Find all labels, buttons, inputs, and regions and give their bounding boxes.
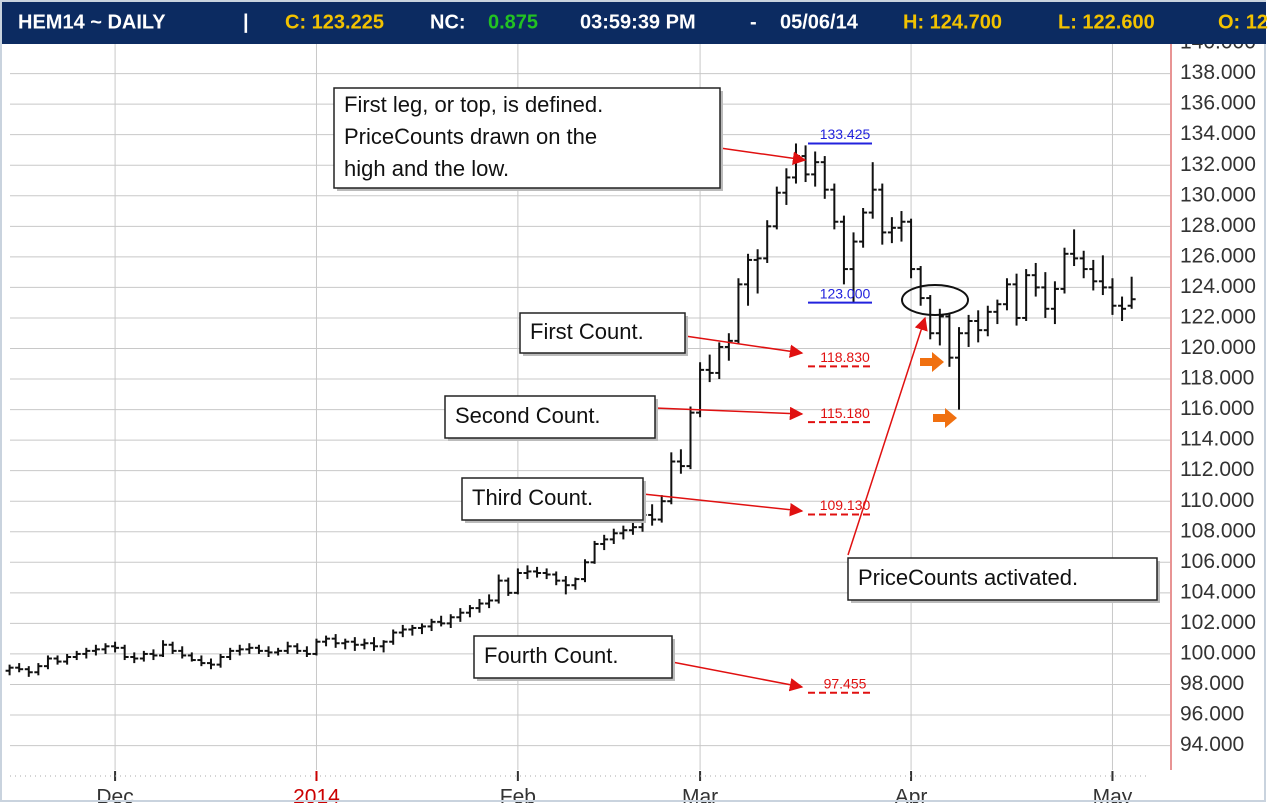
x-tick-label: May <box>1093 786 1133 803</box>
y-tick-label: 110.000 <box>1180 489 1254 512</box>
callout-text: high and the low. <box>344 156 509 181</box>
y-tick-label: 98.000 <box>1180 672 1244 695</box>
callout-text: PriceCounts drawn on the <box>344 124 597 149</box>
price-count-label: 115.180 <box>820 405 870 421</box>
y-tick-label: 118.000 <box>1180 367 1254 390</box>
y-tick-label: 130.000 <box>1180 183 1256 206</box>
price-count-label: 109.130 <box>820 497 871 513</box>
callout-box <box>333 87 721 189</box>
y-tick-label: 112.000 <box>1180 458 1254 481</box>
y-tick-label: 132.000 <box>1180 153 1256 176</box>
x-tick-label: 2014 <box>293 786 340 803</box>
price-count-label: 123.000 <box>820 285 871 301</box>
callout-box <box>461 477 644 521</box>
callout-box <box>519 312 686 354</box>
y-tick-label: 138.000 <box>1180 61 1256 84</box>
callout-text: PriceCounts activated. <box>858 565 1078 590</box>
price-count-label: 133.425 <box>820 126 871 142</box>
header-item: L: 122.600 <box>1058 11 1155 33</box>
callout-text: Fourth Count. <box>484 643 619 668</box>
y-tick-label: 122.000 <box>1180 305 1256 328</box>
callout-arrow <box>847 316 928 556</box>
header-bar <box>2 2 1266 44</box>
orange-arrow <box>920 352 944 372</box>
callout-box <box>444 395 656 439</box>
x-tick-label: Apr <box>895 786 928 803</box>
orange-arrow <box>933 408 957 428</box>
callout-arrow <box>684 335 804 358</box>
y-tick-label: 136.000 <box>1180 92 1256 115</box>
callout-text: First Count. <box>530 319 644 344</box>
header-item: - <box>750 11 757 33</box>
y-tick-label: 116.000 <box>1180 397 1254 420</box>
y-tick-label: 120.000 <box>1180 336 1256 359</box>
header-item: HEM14 ~ DAILY <box>18 11 166 33</box>
y-tick-label: 108.000 <box>1180 519 1256 542</box>
header-item: 05/06/14 <box>780 11 859 33</box>
header-item: O: 12 <box>1218 11 1268 33</box>
callout-text: First leg, or top, is defined. <box>344 92 603 117</box>
x-tick-label: Feb <box>500 786 536 803</box>
y-tick-label: 124.000 <box>1180 275 1256 298</box>
y-tick-label: 128.000 <box>1180 214 1256 237</box>
header-item: 03:59:39 PM <box>580 11 696 33</box>
y-tick-label: 134.000 <box>1180 122 1256 145</box>
callout-arrow <box>719 147 807 165</box>
y-tick-label: 104.000 <box>1180 580 1256 603</box>
callout-text: Second Count. <box>455 403 601 428</box>
y-tick-label: 96.000 <box>1180 703 1244 726</box>
price-count-label: 97.455 <box>824 676 867 692</box>
header-item: 0.875 <box>488 11 538 33</box>
y-tick-label: 126.000 <box>1180 244 1256 267</box>
y-tick-label: 100.000 <box>1180 641 1256 664</box>
y-tick-label: 102.000 <box>1180 611 1256 634</box>
y-tick-label: 106.000 <box>1180 550 1256 573</box>
x-tick-label: Dec <box>96 786 133 803</box>
header-item: H: 124.700 <box>903 11 1002 33</box>
callout-box <box>847 557 1158 601</box>
header-item: NC: <box>430 11 466 33</box>
x-tick-label: Mar <box>682 786 718 803</box>
callout-box <box>473 635 673 679</box>
callout-arrow <box>642 493 804 517</box>
callout-arrow <box>654 406 804 421</box>
callout-arrow <box>671 661 804 692</box>
header-item: C: 123.225 <box>285 11 384 33</box>
activation-ring <box>901 284 969 316</box>
callout-text: Third Count. <box>472 485 593 510</box>
y-tick-label: 114.000 <box>1180 428 1254 451</box>
header-item: | <box>243 11 249 33</box>
price-count-label: 118.830 <box>820 349 870 365</box>
y-tick-label: 94.000 <box>1180 733 1244 756</box>
plot: 94.000 96.000 98.000 100.000 102.000 104.000 1… <box>5 31 1256 803</box>
